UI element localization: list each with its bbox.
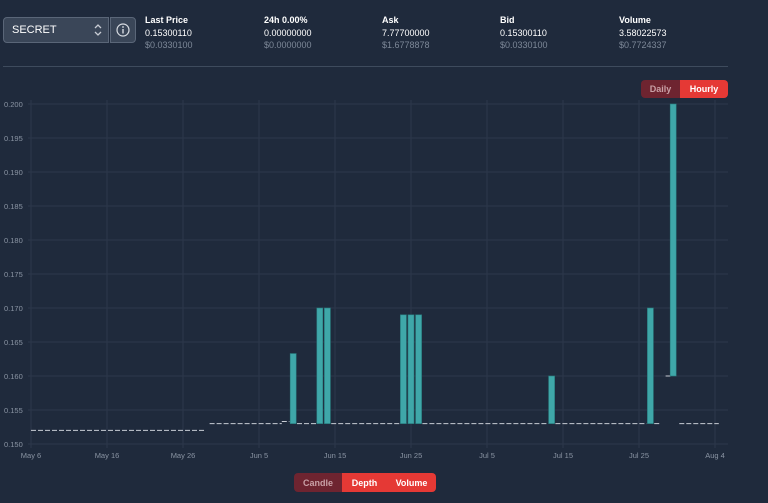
stat-title: Ask [382, 15, 399, 25]
x-tick-label: May 6 [21, 451, 41, 460]
x-tick-label: Jul 25 [629, 451, 649, 460]
x-tick-label: Jul 15 [553, 451, 573, 460]
view-volume-button[interactable]: Volume [387, 473, 436, 492]
interval-hourly-button[interactable]: Hourly [680, 80, 728, 98]
stat-value: 0.15300110 [500, 28, 547, 38]
y-tick-label: 0.170 [4, 304, 23, 313]
stat-ask: Ask 7.77700000 $1.6778878 [382, 14, 430, 51]
market-selector[interactable]: SECRET [3, 17, 109, 43]
candle-up [400, 314, 407, 424]
y-tick-label: 0.200 [4, 100, 23, 109]
x-tick-label: May 26 [171, 451, 196, 460]
y-tick-label: 0.165 [4, 338, 23, 347]
stat-usd: $0.7724337 [619, 40, 667, 50]
y-tick-label: 0.160 [4, 372, 23, 381]
candle-up [324, 307, 331, 424]
header-divider [3, 66, 728, 67]
y-tick-label: 0.185 [4, 202, 23, 211]
market-header: SECRET Last Price 0.15300110 $0.0330100 … [0, 0, 768, 66]
stat-value: 3.58022573 [619, 28, 667, 38]
stat-bid: Bid 0.15300110 $0.0330100 [500, 14, 548, 51]
info-button[interactable] [110, 17, 136, 43]
view-candle-button[interactable]: Candle [294, 473, 342, 492]
interval-daily-button[interactable]: Daily [641, 80, 680, 98]
x-tick-label: Jul 5 [479, 451, 495, 460]
y-axis: 0.150 0.155 0.160 0.165 0.170 0.175 0.180 0.185… [4, 100, 23, 449]
chart-view-toggle: Candle Depth Volume [294, 473, 436, 492]
candle-up [316, 307, 324, 424]
stat-24h-change: 24h 0.00% 0.00000000 $0.0000000 [264, 14, 312, 51]
candle-up [289, 353, 297, 424]
market-selector-value: SECRET [12, 24, 57, 36]
stat-value: 0.15300110 [145, 28, 192, 38]
stat-value: 7.77700000 [382, 28, 430, 38]
y-tick-label: 0.150 [4, 440, 23, 449]
candle-up [669, 103, 677, 377]
info-icon [116, 23, 130, 37]
flat-price-markers [31, 375, 719, 431]
x-tick-label: May 16 [95, 451, 120, 460]
candle-up [647, 307, 654, 424]
x-tick-label: Jun 25 [400, 451, 423, 460]
candlesticks [289, 103, 677, 424]
candle-up [407, 314, 415, 424]
stat-title: Last Price [145, 15, 189, 25]
stat-title: Volume [619, 15, 651, 25]
candle-up [548, 375, 555, 424]
x-tick-label: Jun 15 [324, 451, 347, 460]
y-tick-label: 0.175 [4, 270, 23, 279]
price-chart[interactable]: 0.150 0.155 0.160 0.165 0.170 0.175 0.180 0.185… [0, 96, 768, 468]
stat-usd: $0.0330100 [500, 40, 548, 50]
x-tick-label: Aug 4 [705, 451, 725, 460]
y-tick-label: 0.155 [4, 406, 23, 415]
x-axis: May 6 May 16 May 26 Jun 5 Jun 15 Jun 25 Jul 5 J… [21, 451, 725, 460]
stat-title: 24h 0.00% [264, 15, 308, 25]
stat-value: 0.00000000 [264, 28, 312, 38]
interval-toggle: Daily Hourly [641, 80, 728, 98]
candle-up [415, 314, 422, 424]
stat-title: Bid [500, 15, 515, 25]
chart-grid [28, 100, 728, 448]
y-tick-label: 0.190 [4, 168, 23, 177]
view-depth-button[interactable]: Depth [342, 473, 387, 492]
x-tick-label: Jun 5 [250, 451, 268, 460]
y-tick-label: 0.195 [4, 134, 23, 143]
stat-usd: $0.0000000 [264, 40, 312, 50]
stat-last-price: Last Price 0.15300110 $0.0330100 [145, 14, 193, 51]
chevron-updown-icon [94, 24, 102, 36]
stat-usd: $1.6778878 [382, 40, 430, 50]
stat-volume: Volume 3.58022573 $0.7724337 [619, 14, 667, 51]
stat-usd: $0.0330100 [145, 40, 193, 50]
y-tick-label: 0.180 [4, 236, 23, 245]
